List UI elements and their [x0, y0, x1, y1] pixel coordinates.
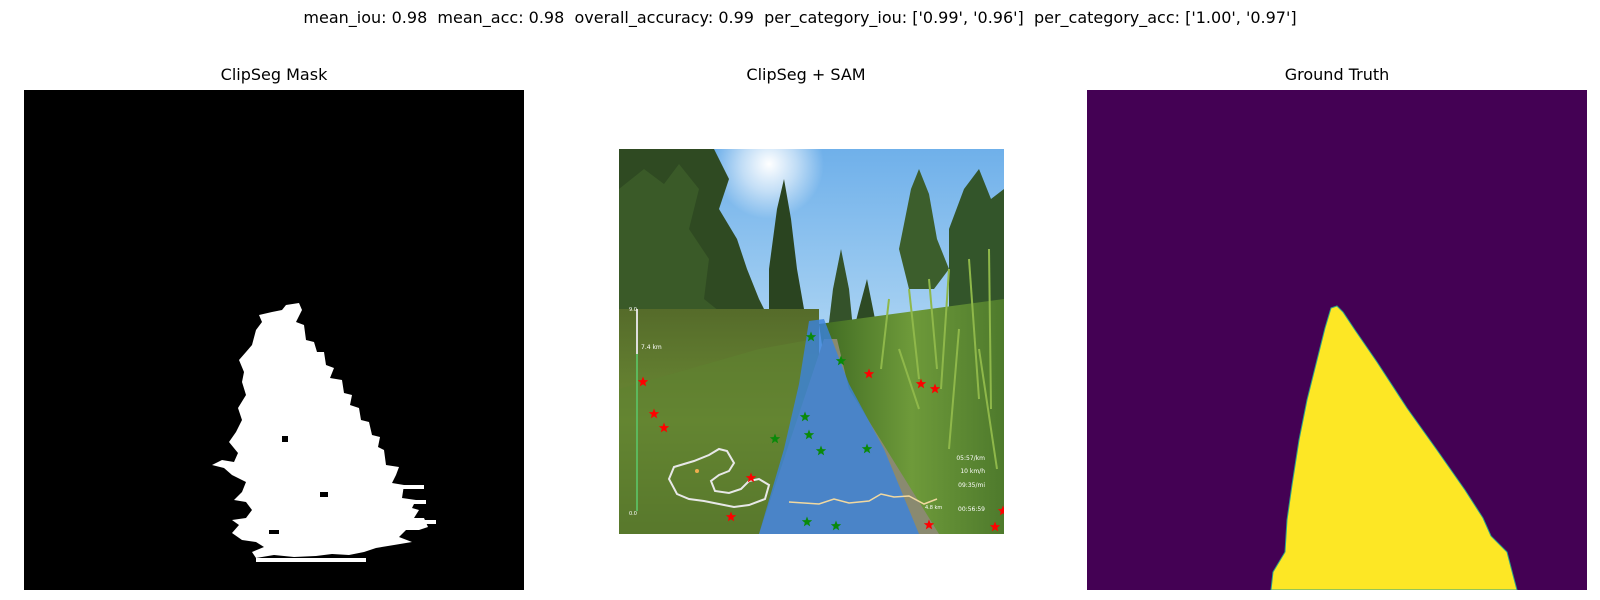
positive-point-star-icon [803, 429, 815, 440]
negative-point-star-icon [915, 378, 927, 389]
elevation-profile [788, 493, 938, 505]
corn-leaves [880, 248, 998, 470]
positive-point-star-icon [801, 516, 813, 527]
mask-foreground-region [212, 303, 428, 558]
negative-point-star-icon [863, 368, 875, 379]
sun-glare [714, 149, 824, 219]
stat-speed: 10 km/h [960, 468, 985, 475]
mask-hole-1 [282, 436, 288, 442]
route-map-icon [667, 447, 771, 509]
clipseg-mask-image [24, 90, 524, 590]
stat-elapsed: 00:56:59 [958, 506, 985, 513]
stat-pace-km: 05:57/km [956, 455, 985, 462]
ground-truth-image [1087, 90, 1587, 590]
scale-bottom-label: 0.0 [629, 511, 637, 517]
altitude-scale: 9.0 7.4 km 0.0 [629, 307, 662, 517]
positive-point-star-icon [815, 445, 827, 456]
elevation-label: 4.8 km [925, 505, 942, 511]
route-position-marker [695, 469, 699, 473]
clipseg-mask-title: ClipSeg Mask [220, 65, 328, 84]
negative-point-star-icon [989, 521, 1001, 532]
ground-truth-canvas [1087, 90, 1587, 590]
positive-point-star-icon [861, 443, 873, 454]
clipseg-sam-image: 9.0 7.4 km 0.0 4.8 km 05:57/km 10 km/h 0… [619, 149, 1004, 534]
negative-point-star-icon [648, 408, 660, 419]
negative-point-star-icon [725, 511, 737, 522]
ride-stats: 05:57/km 10 km/h 09:35/mi 00:56:59 [956, 455, 985, 513]
mask-fragment-right-1 [384, 485, 424, 489]
positive-point-star-icon [799, 411, 811, 422]
negative-point-star-icon [997, 505, 1004, 516]
positive-point-star-icon [769, 433, 781, 444]
negative-point-star-icon [923, 519, 935, 530]
clipseg-mask-canvas [24, 90, 524, 590]
clipseg-sam-title: ClipSeg + SAM [746, 65, 866, 84]
positive-point-star-icon [805, 331, 817, 342]
distance-label: 7.4 km [641, 344, 662, 351]
ground-truth-title: Ground Truth [1284, 65, 1390, 84]
negative-point-star-icon [658, 422, 670, 433]
mask-hole-2 [320, 492, 328, 497]
negative-point-star-icon [745, 472, 757, 483]
metrics-suptitle: mean_iou: 0.98 mean_acc: 0.98 overall_ac… [303, 8, 1297, 27]
positive-point-star-icon [835, 355, 847, 366]
stat-pace-mi: 09:35/mi [958, 482, 985, 489]
sam-path-mask [759, 319, 919, 534]
ground-truth-path-region [1270, 305, 1518, 590]
mask-fragment-right-3 [374, 520, 436, 524]
mask-fragment-left [224, 462, 242, 465]
positive-point-star-icon [830, 520, 842, 531]
mask-fragment-bottom [256, 558, 366, 562]
clipseg-sam-canvas: 9.0 7.4 km 0.0 4.8 km 05:57/km 10 km/h 0… [619, 149, 1004, 534]
negative-point-star-icon [637, 376, 649, 387]
mask-fragment-right-2 [396, 500, 426, 504]
mask-hole-3 [269, 530, 279, 534]
prompt-points [637, 331, 1004, 532]
scale-top-label: 9.0 [629, 307, 637, 313]
negative-point-star-icon [929, 383, 941, 394]
